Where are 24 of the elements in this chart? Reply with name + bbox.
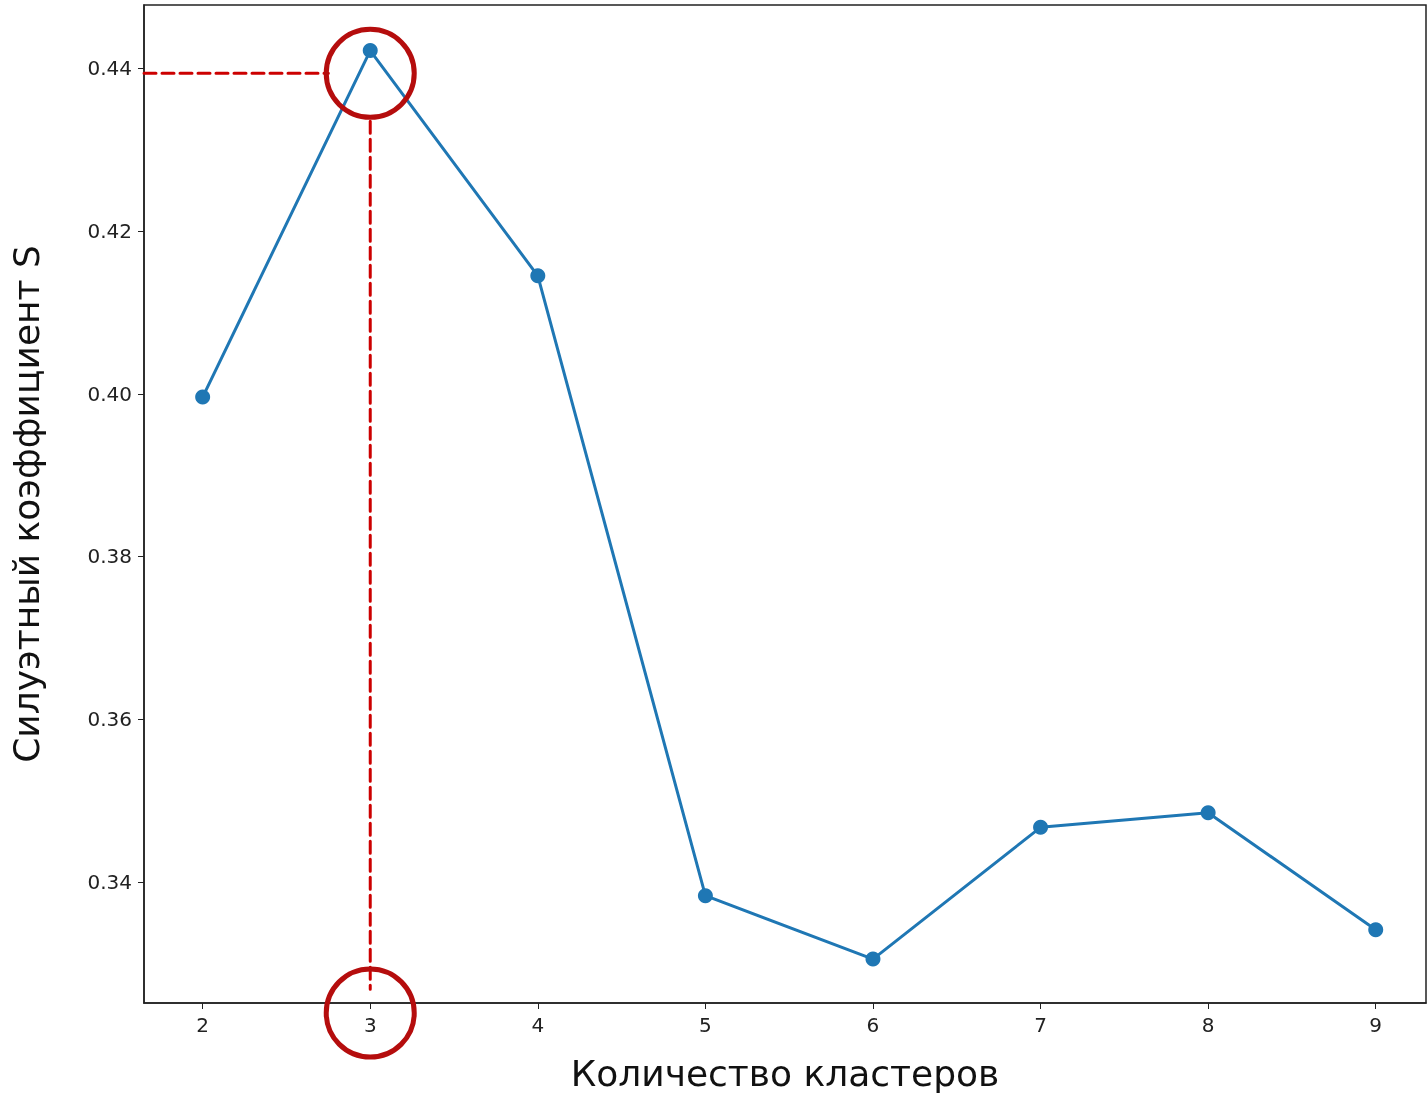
x-tick-label: 5 [699, 1013, 712, 1037]
x-tick-label: 6 [866, 1013, 880, 1037]
point [1200, 805, 1216, 821]
point [195, 389, 211, 405]
x-tick-label: 8 [1201, 1013, 1215, 1037]
y-tick-label: 0.40 [87, 381, 132, 406]
y-tick-label: 0.42 [87, 219, 132, 244]
x-axis-title: Количество кластеров [570, 1052, 1000, 1094]
point [865, 951, 881, 967]
x-tick-label: 7 [1034, 1013, 1047, 1037]
point [697, 888, 713, 904]
point [530, 268, 546, 284]
point [362, 43, 378, 59]
x-tick-label: 3 [363, 1013, 377, 1037]
y-tick-label: 0.44 [87, 56, 132, 81]
x-tick-label: 2 [196, 1013, 210, 1037]
y-tick-label: 0.38 [87, 544, 132, 569]
point [1033, 819, 1049, 835]
x-tick-label: 4 [531, 1013, 545, 1037]
y-tick-label: 0.36 [87, 707, 132, 732]
x-tick-label: 9 [1369, 1013, 1383, 1037]
point [1368, 922, 1384, 938]
y-tick-label: 0.34 [87, 869, 132, 894]
y-axis-title: Силуэтный коэффициент S [5, 245, 47, 763]
